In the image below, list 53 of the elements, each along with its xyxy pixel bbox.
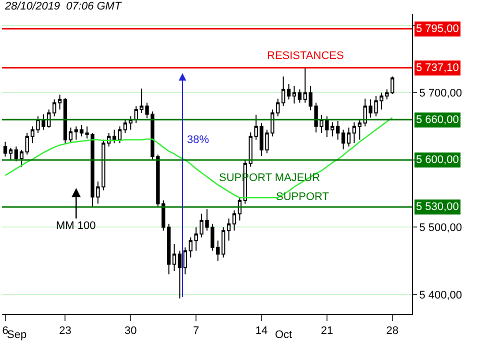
candlestick: [232, 210, 236, 232]
candlestick: [188, 236, 192, 258]
candlestick: [118, 126, 122, 144]
candlestick: [358, 119, 362, 140]
ref-line-label: 5 600,00: [416, 154, 459, 166]
candlestick: [3, 141, 8, 158]
chart-title: 28/10/2019 07:06 GMT: [4, 0, 122, 12]
candlestick: [74, 126, 78, 140]
x-tick-label: 14: [255, 325, 268, 338]
candlestick: [63, 98, 68, 144]
x-tick-label: 30: [124, 325, 137, 338]
candlestick: [178, 250, 182, 300]
y-tick-label: 5 500,00: [419, 222, 462, 234]
candlestick: [222, 226, 226, 258]
candlestick: [123, 119, 128, 134]
candlestick: [238, 196, 242, 221]
annotation: RESISTANCES: [267, 50, 344, 62]
text: Oct: [275, 329, 292, 341]
candlestick: [14, 146, 18, 162]
candlestick: [68, 127, 73, 144]
candlestick: [172, 244, 176, 272]
x-tick-label: 6: [2, 325, 8, 338]
x-tick-label: 21: [320, 325, 334, 338]
annotation: SUPPORT: [276, 191, 330, 203]
candlestick: [281, 76, 286, 107]
x-tick-label: 7: [193, 325, 200, 338]
candlestick: [8, 147, 13, 160]
candlestick: [341, 129, 346, 150]
x-tick-label: 28: [386, 325, 398, 338]
ref-line-label: 5 795,00: [416, 23, 459, 35]
candlestick: [183, 246, 188, 275]
candlestick: [226, 218, 231, 242]
ref-line-label: 5 660,00: [416, 114, 459, 126]
candlestick: [303, 67, 307, 104]
candlestick: [298, 88, 302, 104]
annotation: 38%: [187, 134, 210, 146]
text: MM 100: [56, 220, 96, 232]
x-tick-label: 23: [59, 325, 72, 338]
candlestick: [112, 129, 116, 144]
candlestick: [58, 94, 62, 110]
candlestick: [286, 83, 291, 100]
candlestick: [167, 223, 171, 275]
candlestick: [336, 120, 340, 140]
candlestick: [346, 127, 351, 148]
candlestick: [52, 98, 56, 117]
y-tick-label: 5 400,00: [419, 289, 462, 302]
text: Sep: [7, 329, 27, 341]
candlestick: [292, 85, 296, 104]
y-tick-label: 5 700,00: [419, 88, 462, 100]
candlestick: [352, 122, 356, 144]
ref-line-label: 5 737,10: [416, 62, 459, 74]
line-series: [4, 116, 394, 198]
ref-line-label: 5 530,00: [416, 201, 459, 213]
